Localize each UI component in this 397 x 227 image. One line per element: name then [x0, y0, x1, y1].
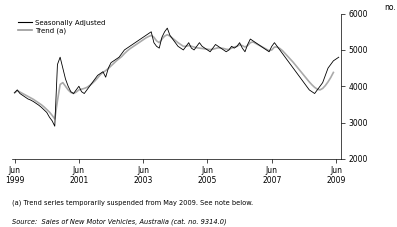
Text: no.: no.: [384, 3, 396, 12]
Legend: Seasonally Adjusted, Trend (a): Seasonally Adjusted, Trend (a): [15, 17, 108, 37]
Text: Source:  Sales of New Motor Vehicles, Australia (cat. no. 9314.0): Source: Sales of New Motor Vehicles, Aus…: [12, 218, 227, 225]
Text: (a) Trend series temporarily suspended from May 2009. See note below.: (a) Trend series temporarily suspended f…: [12, 200, 253, 206]
